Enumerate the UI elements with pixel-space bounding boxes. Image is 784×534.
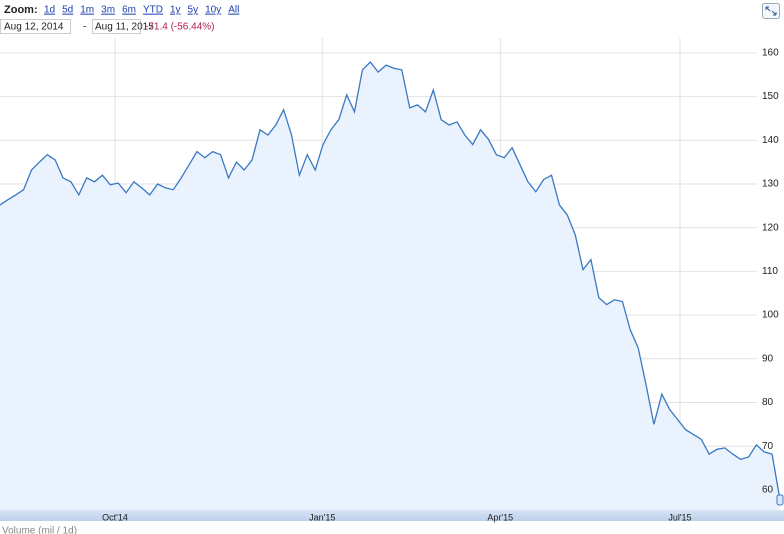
x-axis-band bbox=[0, 510, 784, 521]
zoom-option[interactable]: YTD bbox=[143, 5, 163, 16]
last-point bbox=[776, 494, 784, 506]
volume-label: Volume (mil / 1d) bbox=[2, 526, 77, 534]
range-change: -71.4 (-56.44%) bbox=[145, 22, 214, 33]
zoom-option[interactable]: 3m bbox=[101, 5, 115, 16]
zoom-option[interactable]: 1d bbox=[44, 5, 55, 16]
zoom-option[interactable]: 5y bbox=[188, 5, 199, 16]
area bbox=[0, 62, 780, 510]
x-tick-label: Oct'14 bbox=[102, 512, 128, 522]
x-tick-label: Jul'15 bbox=[668, 512, 691, 522]
end-date[interactable]: Aug 11, 2015 bbox=[95, 22, 154, 33]
y-tick-label: 80 bbox=[762, 397, 774, 408]
y-tick-label: 130 bbox=[762, 179, 779, 190]
zoom-option[interactable]: 1y bbox=[170, 5, 181, 16]
y-tick-label: 150 bbox=[762, 91, 779, 102]
start-date[interactable]: Aug 12, 2014 bbox=[4, 22, 64, 33]
price-line bbox=[0, 61, 781, 501]
y-tick-label: 110 bbox=[762, 266, 778, 277]
y-tick-label: 160 bbox=[762, 47, 779, 58]
range-separator: - bbox=[83, 22, 86, 33]
expand-icon bbox=[765, 6, 777, 16]
expand-button[interactable] bbox=[762, 3, 780, 19]
y-tick-label: 140 bbox=[762, 135, 779, 146]
start-date-box[interactable] bbox=[0, 19, 71, 34]
zoom-option[interactable]: All bbox=[228, 5, 239, 16]
x-tick-label: Apr'15 bbox=[487, 512, 513, 522]
zoom-option[interactable]: 10y bbox=[205, 5, 221, 16]
zoom-label: Zoom: bbox=[4, 4, 38, 16]
y-tick-label: 70 bbox=[762, 441, 774, 452]
y-tick-label: 60 bbox=[762, 485, 774, 496]
y-tick-label: 120 bbox=[762, 222, 779, 233]
end-date-box[interactable] bbox=[92, 19, 141, 34]
x-tick-label: Jan'15 bbox=[309, 512, 335, 522]
zoom-option[interactable]: 6m bbox=[122, 5, 136, 16]
zoom-option[interactable]: 1m bbox=[80, 5, 94, 16]
y-tick-label: 90 bbox=[762, 353, 774, 364]
y-tick-label: 100 bbox=[762, 310, 779, 321]
zoom-option[interactable]: 5d bbox=[62, 5, 73, 16]
